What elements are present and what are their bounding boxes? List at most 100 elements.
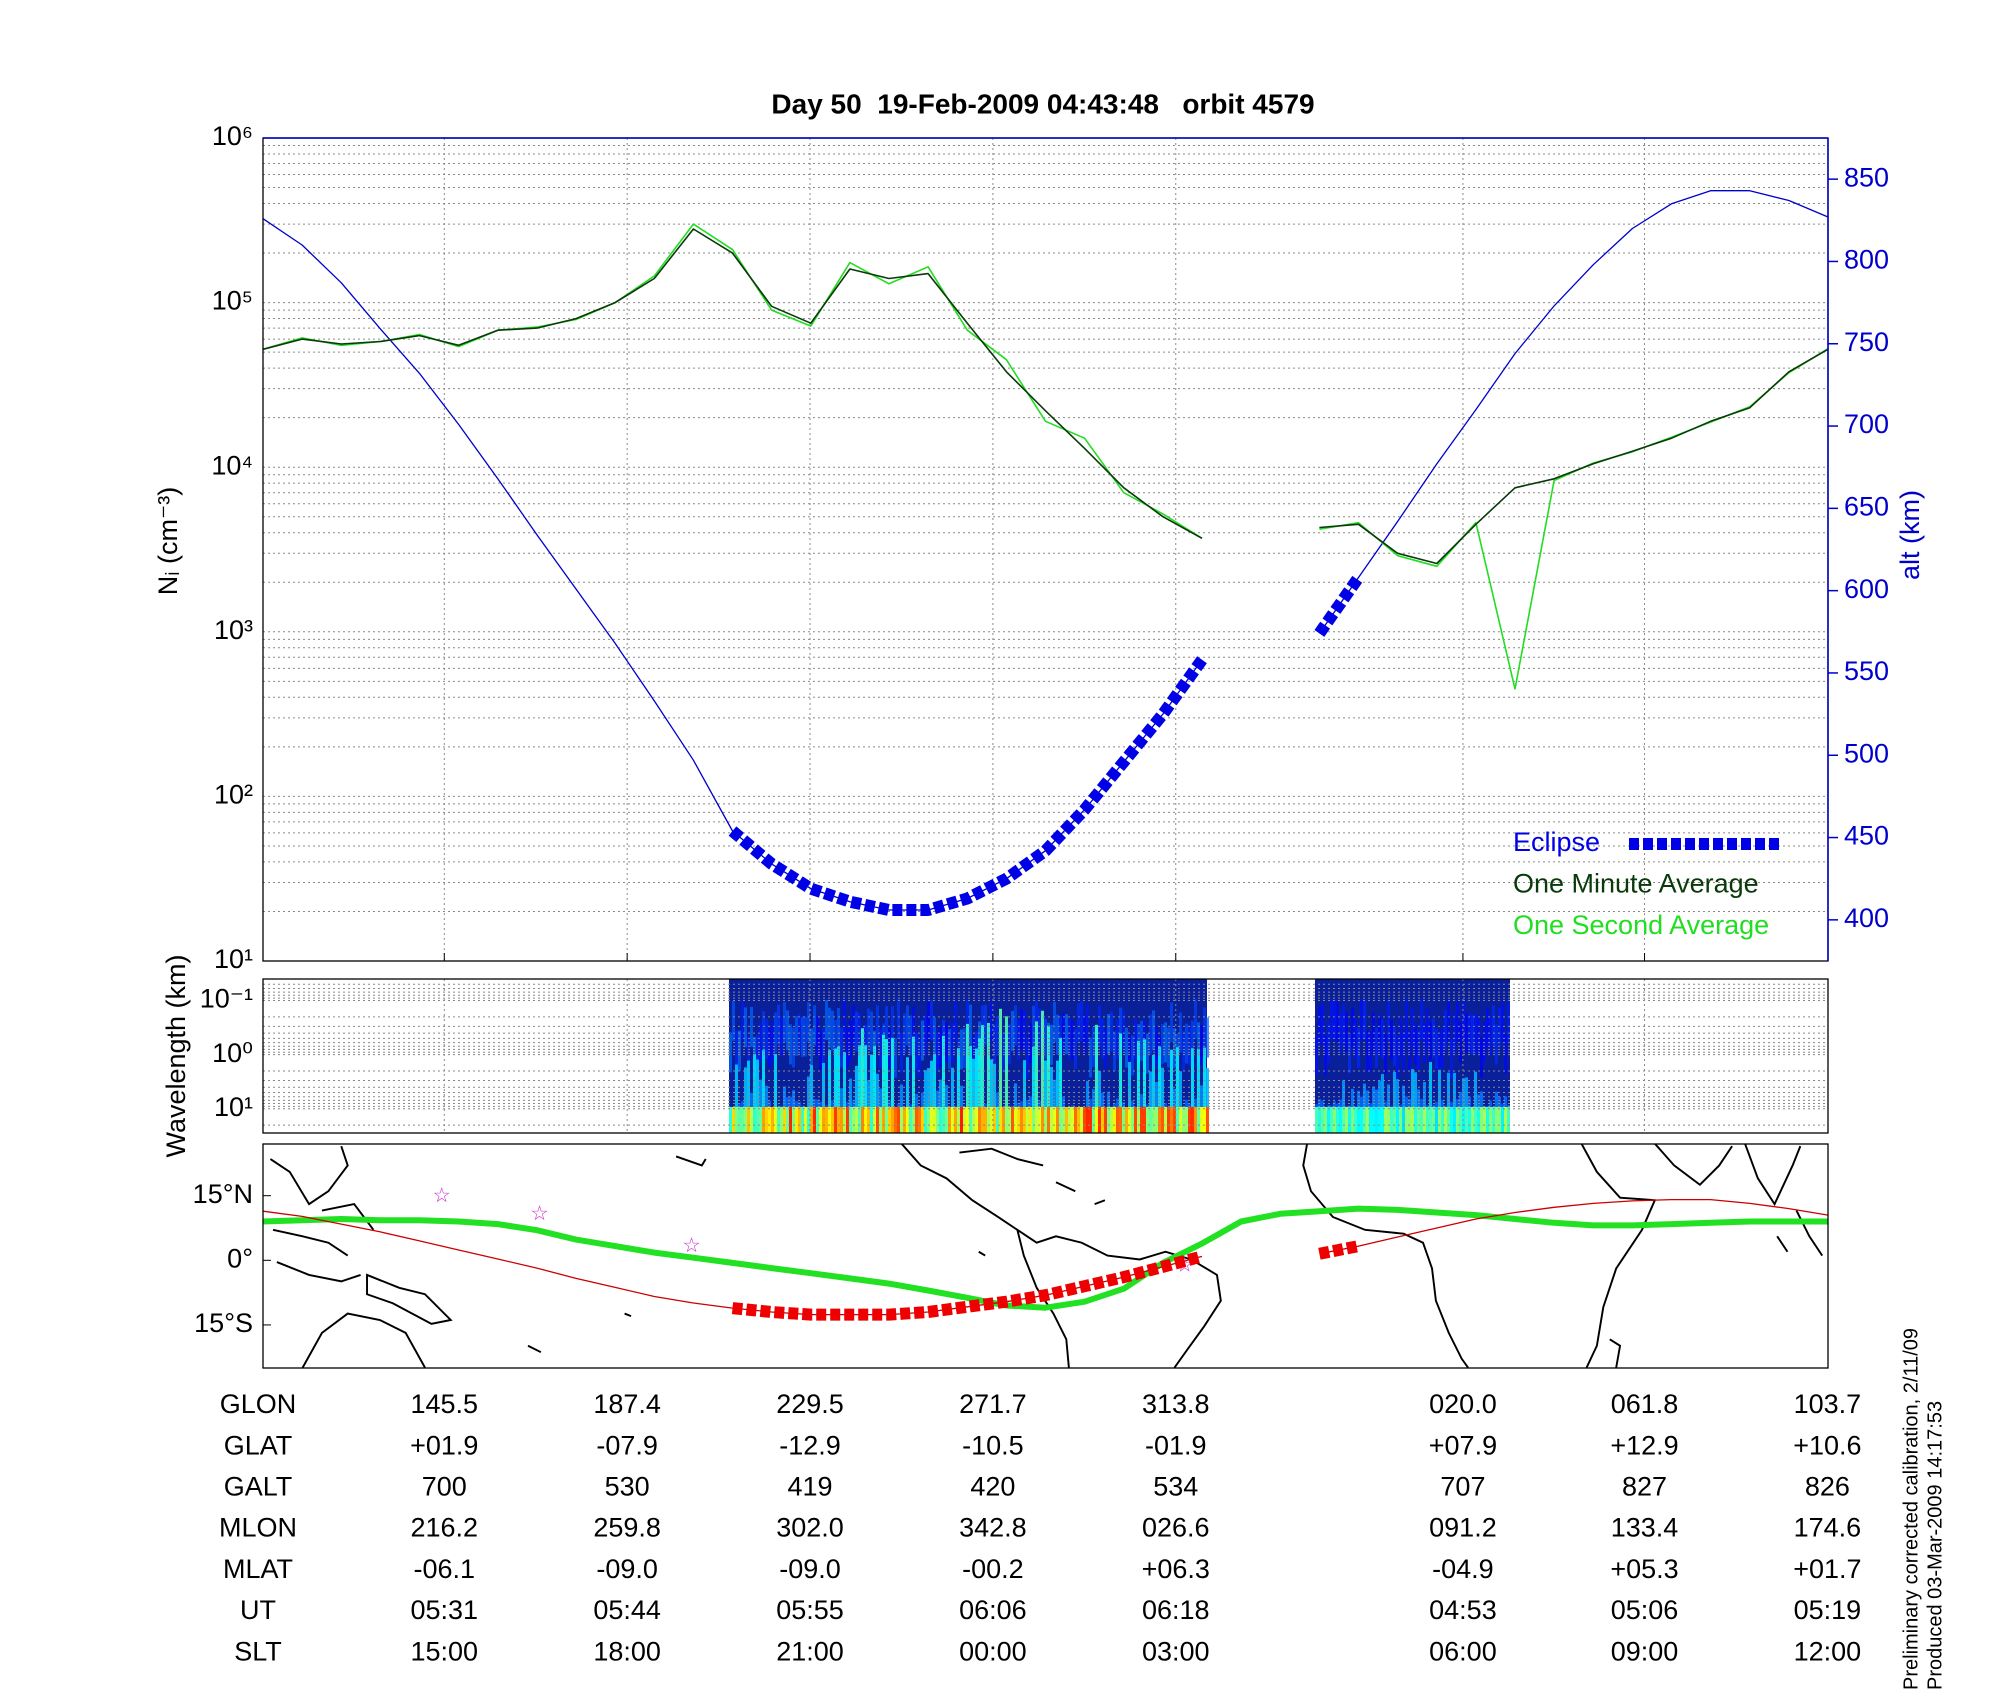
spectrogram-cell xyxy=(1077,1107,1080,1133)
y2-tick-label: 850 xyxy=(1844,162,1889,192)
spectrogram-cell xyxy=(1495,1107,1498,1133)
spectrogram-cell xyxy=(897,999,900,1040)
spectrogram-cell xyxy=(810,1028,813,1069)
spectrogram-cell xyxy=(1167,1107,1170,1133)
spectrogram-cell xyxy=(927,1107,930,1133)
spectrogram-cell xyxy=(846,1101,849,1107)
spectrogram-cell xyxy=(1194,1098,1197,1107)
spectrogram-cell xyxy=(891,1037,894,1107)
spectrogram-cell xyxy=(1092,1089,1095,1107)
spectrogram-cell xyxy=(1399,1104,1402,1107)
spectrogram-cell xyxy=(822,1107,825,1133)
spectrogram-cell xyxy=(1330,999,1333,1040)
spectrogram-cell xyxy=(1125,1027,1128,1068)
table-cell: 03:00 xyxy=(1142,1636,1210,1666)
spectrogram-cell xyxy=(885,1006,888,1047)
spectrogram-cell xyxy=(1378,1080,1381,1107)
spectrogram-cell xyxy=(1399,1017,1402,1058)
spectrogram-cell xyxy=(1107,1107,1110,1133)
spectrogram-cell xyxy=(1008,1023,1011,1064)
spectrogram-cell xyxy=(1417,1107,1420,1133)
spectrogram-cell xyxy=(1197,1107,1200,1133)
spectrogram-cell xyxy=(1032,1005,1035,1046)
table-cell: 04:53 xyxy=(1429,1595,1497,1625)
spectrogram-cell xyxy=(1014,1083,1017,1107)
spectrogram-cell xyxy=(924,1070,927,1107)
spectrogram-cell xyxy=(762,1107,765,1133)
spectrogram-cell xyxy=(891,1006,894,1047)
spectrogram-cell xyxy=(1020,1107,1023,1133)
spectrogram-cell xyxy=(1011,1107,1014,1133)
spectrogram-cell xyxy=(753,1107,756,1133)
row-label: GLAT xyxy=(224,1430,293,1460)
spectrogram-cell xyxy=(1477,1107,1480,1133)
spectrogram-cell xyxy=(1131,1035,1134,1076)
eclipse-track xyxy=(728,574,1364,916)
spectrogram-cell xyxy=(963,1107,966,1133)
spectrogram-cell xyxy=(1083,1015,1086,1056)
spectrogram-cell xyxy=(825,1105,828,1107)
spectrogram-cell xyxy=(1342,1107,1345,1133)
spectrogram-cell xyxy=(1399,1107,1402,1133)
spectrogram-cell xyxy=(930,999,933,1040)
spectrogram-cell xyxy=(921,1092,924,1107)
spectrogram-cell xyxy=(999,1107,1002,1133)
spectrogram-cell xyxy=(975,1048,978,1107)
spectrogram-cell xyxy=(1065,1107,1068,1133)
spectrogram-cell xyxy=(990,1059,993,1107)
spectrogram-cell xyxy=(987,1022,990,1107)
spectrogram-cell xyxy=(900,1084,903,1107)
spectrogram-cell xyxy=(954,1105,957,1107)
spectrogram-cell xyxy=(840,1088,843,1107)
spectrogram-cell xyxy=(762,1011,765,1052)
table-cell: 174.6 xyxy=(1794,1513,1862,1543)
y2-tick-label: 600 xyxy=(1844,574,1889,604)
spectrogram-cell xyxy=(1143,1107,1146,1133)
spectrogram-cell xyxy=(1471,1014,1474,1055)
spectrogram-cell xyxy=(957,1107,960,1133)
y2-tick-label: 400 xyxy=(1844,903,1889,933)
spectrogram-cell xyxy=(1426,1008,1429,1049)
spectrogram-cell xyxy=(1423,1081,1426,1107)
spectrogram-cell xyxy=(1077,1003,1080,1044)
spectrogram-cell xyxy=(900,1032,903,1073)
spectrogram-cell xyxy=(1206,1017,1209,1058)
spectrogram-cell xyxy=(864,1045,867,1107)
spectrogram-cell xyxy=(972,1058,975,1107)
y2-tick-label: 750 xyxy=(1844,327,1889,357)
table-cell: 091.2 xyxy=(1429,1513,1497,1543)
spectrogram-cell xyxy=(837,1107,840,1133)
spectrogram-cell xyxy=(1489,1015,1492,1056)
spectrogram-cell xyxy=(1405,1000,1408,1041)
spectrogram-cell xyxy=(972,1107,975,1133)
spectrogram-cell xyxy=(834,1107,837,1133)
spectrogram-cell xyxy=(1119,1033,1122,1107)
spectrogram-cell xyxy=(1486,1007,1489,1048)
spectrogram-cell xyxy=(876,1073,879,1107)
table-cell: -07.9 xyxy=(596,1430,658,1460)
y2-tick-label: 650 xyxy=(1844,491,1889,521)
spectrogram-cell xyxy=(1351,1107,1354,1133)
spectrogram-cell xyxy=(816,1015,819,1056)
table-cell: 313.8 xyxy=(1142,1389,1210,1419)
spectrogram-cell xyxy=(864,1024,867,1065)
spectrogram-cell xyxy=(867,1008,870,1049)
spectrogram-cell xyxy=(834,1019,837,1060)
spectrogram-cell xyxy=(768,1107,771,1133)
spectrogram-cell xyxy=(942,1107,945,1133)
y2-tick-label: 450 xyxy=(1844,821,1889,851)
spectrogram-cell xyxy=(1411,1069,1414,1107)
spectrogram-cell xyxy=(831,1107,834,1133)
spectrogram-cell xyxy=(1170,1002,1173,1043)
spectrogram-cell xyxy=(1465,1077,1468,1107)
spectrogram-cell xyxy=(825,1000,828,1041)
spectrogram-cell xyxy=(1429,1061,1432,1107)
table-cell: 12:00 xyxy=(1794,1636,1862,1666)
spectrogram-cell xyxy=(1200,1025,1203,1066)
spectrogram-cell xyxy=(1155,1107,1158,1133)
spectrogram-cell xyxy=(1122,1107,1125,1133)
spectrogram-cell xyxy=(1453,1072,1456,1107)
spectrogram-cell xyxy=(1188,1107,1191,1133)
table-cell: 020.0 xyxy=(1429,1389,1497,1419)
